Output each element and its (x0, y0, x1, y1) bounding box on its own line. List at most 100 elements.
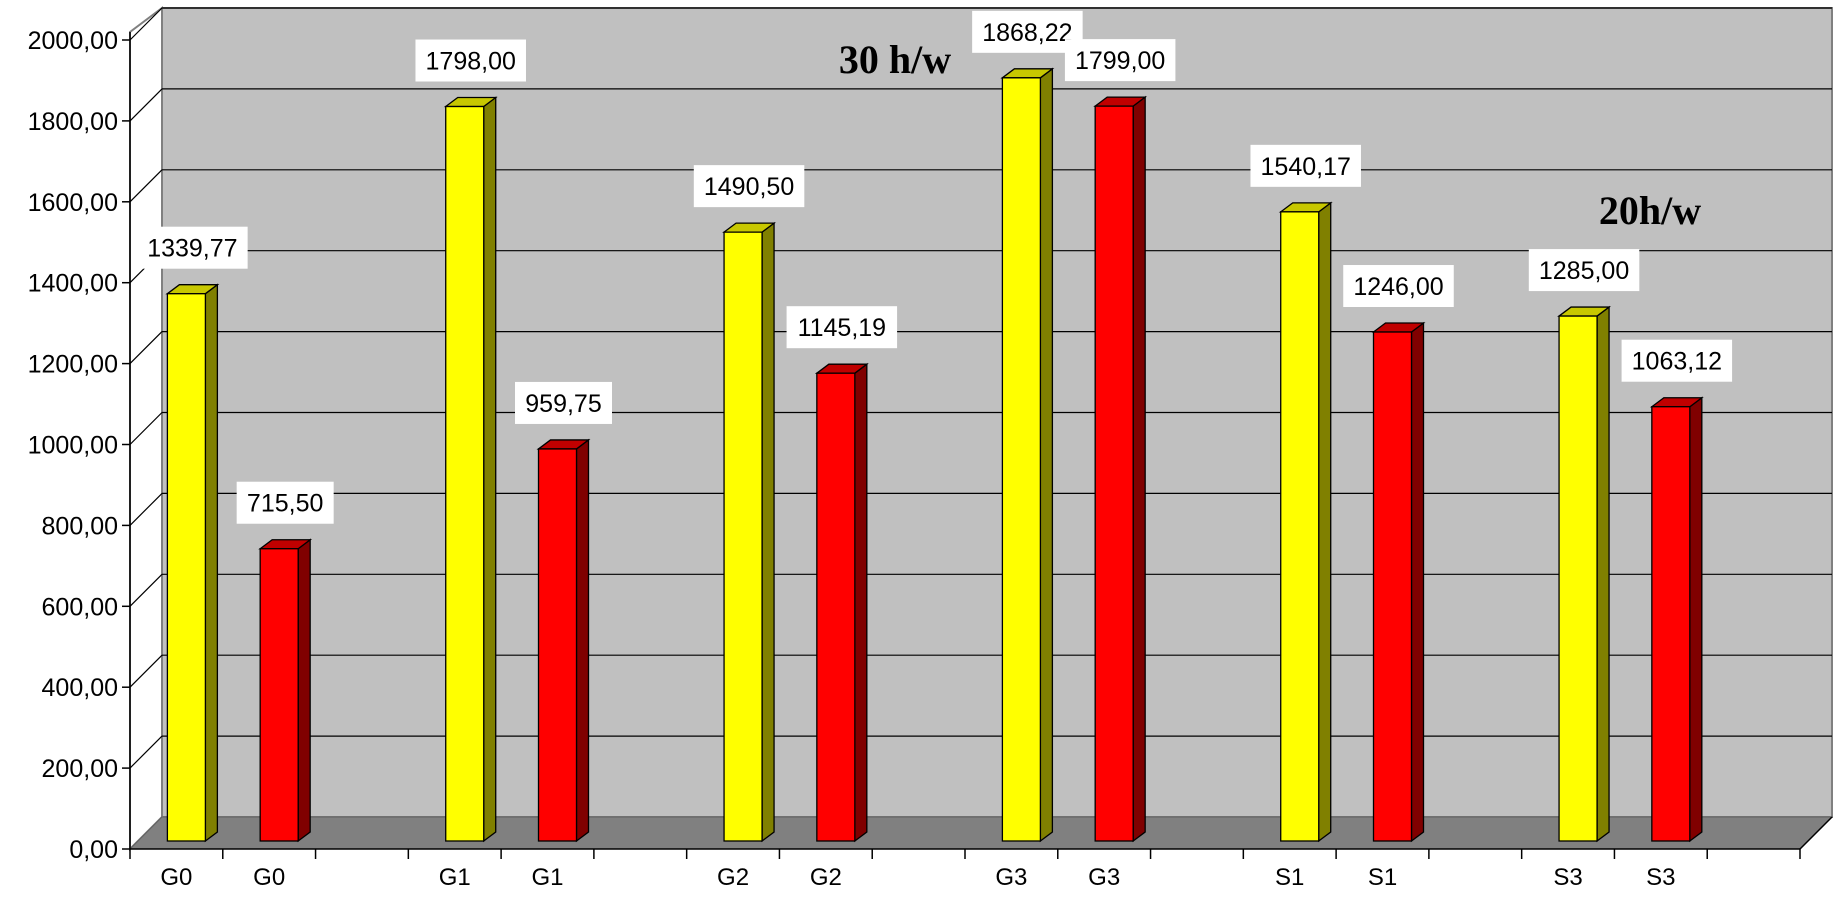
bar-side (1689, 396, 1703, 843)
y-tick-label: 600,00 (42, 593, 118, 621)
data-label: 1540,17 (1250, 144, 1361, 187)
data-label-box (137, 226, 248, 269)
bar-side (204, 283, 219, 843)
bar-g1-red (536, 438, 591, 843)
data-label-value: 1246,00 (1353, 273, 1443, 301)
bar-front (259, 548, 299, 842)
y-tick-label: 400,00 (42, 674, 118, 702)
x-tick-label: G0 (253, 864, 285, 891)
data-label: 959,75 (515, 381, 612, 424)
bar-side (761, 221, 775, 843)
gridline-side (129, 735, 163, 769)
data-label-box (515, 381, 612, 424)
bar-side (1132, 95, 1146, 843)
gridline-side (129, 412, 163, 445)
data-label-value: 1145,19 (798, 314, 887, 342)
data-label: 1246,00 (1343, 265, 1454, 308)
data-label-value: 1798,00 (426, 48, 516, 76)
data-label-value: 1285,00 (1539, 257, 1629, 285)
x-tick-label: G2 (717, 864, 749, 891)
x-tick-label: G1 (439, 864, 471, 891)
bar-g0-yellow (165, 283, 220, 843)
data-label-value: 715,50 (247, 490, 323, 518)
gridline-side (129, 331, 163, 365)
x-tick-label: S1 (1368, 864, 1397, 891)
bar-side (854, 362, 868, 843)
gridline-side (129, 654, 163, 688)
data-label-box (1343, 265, 1454, 308)
bar-s3-yellow (1557, 305, 1612, 843)
data-label: 715,50 (236, 481, 334, 524)
bar-g0-red (258, 538, 313, 843)
bar-side (575, 438, 590, 843)
y-tick-label: 1000,00 (28, 432, 118, 460)
data-label-value: 1868,22 (982, 19, 1072, 47)
data-label-box (415, 39, 526, 82)
gridline-side (129, 7, 163, 41)
bar-s1-red (1371, 321, 1426, 843)
data-label: 1868,22 (972, 10, 1083, 53)
x-tick-label: G3 (1088, 864, 1120, 891)
y-tick-label: 1200,00 (28, 351, 118, 379)
data-label-value: 1339,77 (147, 235, 237, 263)
bar-side (1596, 305, 1610, 843)
data-label-value: 959,75 (525, 390, 601, 418)
y-tick-label: 800,00 (42, 512, 118, 540)
data-label: 1339,77 (137, 226, 248, 269)
y-tick-label: 2000,00 (28, 27, 118, 55)
x-tick-label: S3 (1553, 864, 1582, 891)
gridline-side (129, 492, 163, 526)
bar-s1-yellow (1278, 201, 1333, 843)
data-label: 1799,00 (1064, 39, 1176, 82)
bar-g1-yellow (443, 96, 498, 843)
y-tick-label: 1400,00 (28, 270, 118, 298)
data-labels: 1339,77 715,50 1798,00 959,75 1490,50 1145,19… (137, 10, 1733, 524)
bar-front (1558, 315, 1598, 842)
data-label-box (1528, 249, 1640, 292)
data-label-value: 1540,17 (1261, 153, 1351, 181)
bar-front (537, 448, 578, 842)
gridlines (129, 7, 1832, 769)
data-label-box (1621, 339, 1733, 382)
bar-g2-red (814, 362, 869, 843)
bar-side (1039, 67, 1054, 843)
gridline-side (129, 88, 163, 122)
data-label-value: 1063,12 (1632, 348, 1722, 376)
y-tick-label: 1600,00 (28, 189, 118, 217)
data-label: 1285,00 (1528, 249, 1640, 292)
gridline-side (129, 573, 163, 607)
data-label-value: 1799,00 (1075, 47, 1165, 75)
data-label-box (236, 481, 334, 524)
bar-side (1410, 321, 1425, 843)
data-label-box (1064, 39, 1176, 82)
data-label: 1145,19 (786, 306, 898, 349)
data-label-box (786, 306, 898, 349)
y-tick-label: 1800,00 (28, 108, 118, 136)
data-label: 1063,12 (1621, 339, 1733, 382)
bar-front (723, 231, 763, 842)
x-tick-label: S1 (1275, 864, 1304, 891)
annotation-30hw: 30 h/w (839, 37, 951, 82)
data-label: 1490,50 (693, 165, 805, 208)
bar-front (1001, 77, 1042, 842)
bar-front (166, 293, 207, 842)
axes: 0,00 200,00 400,00 600,00 800,00 1000,00 1200,… (28, 27, 1833, 891)
x-axis-depth-line (1799, 816, 1833, 850)
bar-front (816, 372, 856, 842)
data-label-box (1250, 144, 1361, 187)
bar-side (297, 538, 311, 843)
bars (165, 67, 1704, 843)
y-tick-label: 200,00 (42, 755, 118, 783)
data-label-value: 1490,50 (704, 173, 794, 201)
data-label: 1798,00 (415, 39, 526, 82)
annotation-20hw: 20h/w (1599, 188, 1701, 233)
bar-s3-red (1649, 396, 1704, 843)
y-tick-label: 0,00 (69, 836, 118, 864)
bar-g3-yellow (1000, 67, 1055, 843)
data-label-box (693, 165, 805, 208)
bar-side (1318, 201, 1332, 843)
bar-front (1094, 105, 1134, 842)
bar-side (483, 96, 497, 843)
bar-front (1651, 406, 1691, 842)
